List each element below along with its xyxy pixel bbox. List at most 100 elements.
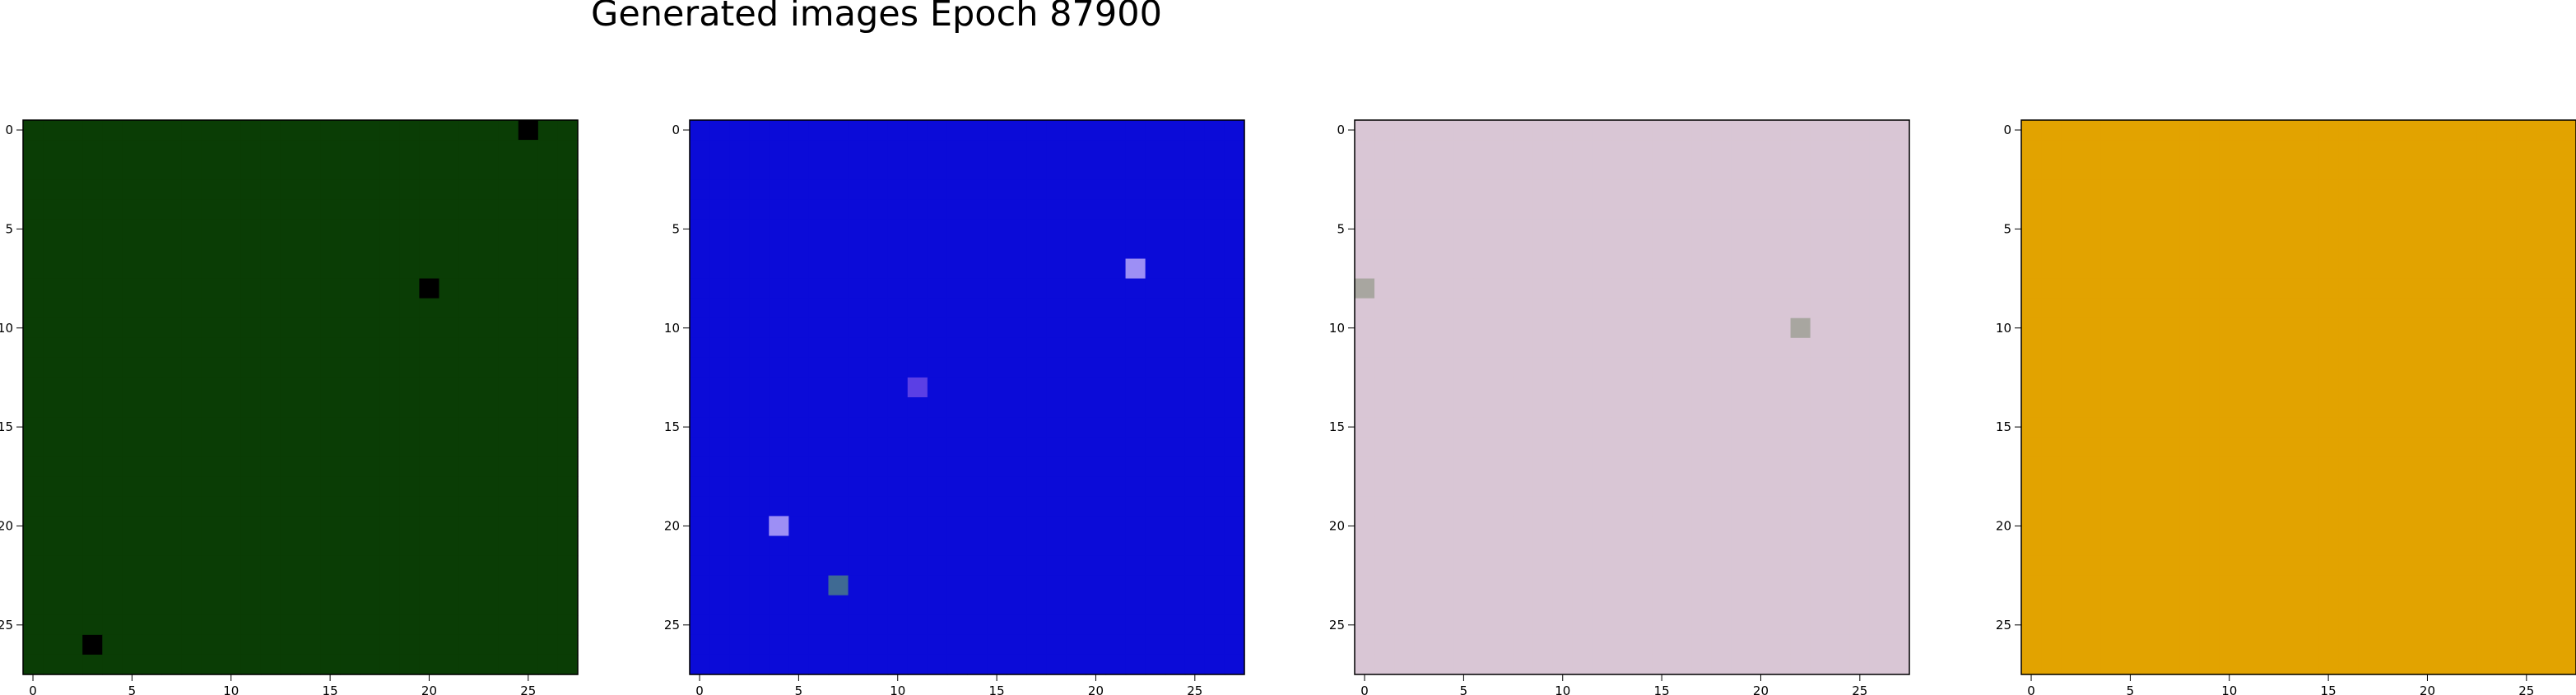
pixel-cell: [1204, 337, 1225, 359]
pixel-cell: [2457, 120, 2478, 141]
pixel-cell: [927, 476, 948, 497]
pixel-cell: [867, 377, 889, 398]
pixel-cell: [1355, 258, 1375, 280]
pixel-cell: [2299, 654, 2319, 675]
pixel-cell: [260, 417, 281, 438]
pixel-cell: [788, 535, 810, 557]
pixel-cell: [2258, 575, 2280, 596]
pixel-cell: [320, 456, 341, 477]
pixel-cell: [1184, 456, 1206, 477]
pixel-cell: [260, 595, 281, 616]
pixel-cell: [240, 317, 262, 339]
pixel-cell: [1026, 357, 1047, 378]
pixel-cell: [379, 456, 400, 477]
pixel-cell: [399, 120, 421, 141]
pixel-cell: [927, 357, 948, 378]
x-tick-label: 5: [1460, 683, 1468, 695]
pixel-cell: [43, 258, 63, 280]
pixel-cell: [1066, 278, 1087, 299]
pixel-cell: [2100, 595, 2121, 616]
pixel-cell: [2555, 595, 2576, 616]
pixel-cell: [1414, 555, 1434, 577]
pixel-cell: [1105, 654, 1127, 675]
pixel-cell: [142, 219, 163, 240]
pixel-cell: [2318, 199, 2339, 220]
pixel-cell: [537, 219, 559, 240]
pixel-cell: [161, 614, 183, 636]
pixel-cell: [2120, 298, 2141, 319]
pixel-cell: [360, 575, 380, 596]
pixel-cell: [340, 575, 360, 596]
pixel-cell: [2397, 377, 2419, 398]
pixel-cell: [2258, 140, 2280, 160]
pixel-cell: [201, 199, 222, 220]
pixel-cell: [458, 377, 480, 398]
pixel-cell: [2476, 417, 2498, 438]
pixel-cell: [887, 140, 909, 160]
pixel-cell: [2476, 278, 2498, 299]
y-tick-label: 25: [1329, 618, 1345, 632]
pixel-cell: [788, 199, 810, 220]
pixel-cell: [82, 239, 103, 260]
pixel-cell: [63, 555, 83, 577]
pixel-cell: [360, 535, 380, 557]
pixel-cell: [2299, 516, 2319, 537]
pixel-cell: [927, 140, 948, 160]
pixel-cell: [2100, 120, 2121, 141]
pixel-cell: [201, 179, 222, 200]
pixel-cell: [2120, 317, 2141, 339]
pixel-cell: [1224, 179, 1245, 200]
pixel-cell: [1224, 317, 1245, 339]
pixel-cell: [1592, 298, 1613, 319]
pixel-cell: [769, 258, 789, 280]
x-tick-label: 20: [2420, 683, 2435, 695]
pixel-cell: [2299, 595, 2319, 616]
pixel-cell: [749, 258, 770, 280]
pixel-cell: [201, 160, 222, 180]
pixel-cell: [1414, 397, 1434, 418]
pixel-cell: [1355, 219, 1375, 240]
pixel-cell: [2199, 337, 2220, 359]
pixel-cell: [828, 298, 849, 319]
pixel-cell: [2278, 456, 2299, 477]
x-tick-label: 0: [1360, 683, 1369, 695]
pixel-cell: [1453, 239, 1475, 260]
pixel-cell: [1830, 634, 1851, 656]
pixel-cell: [201, 654, 222, 675]
pixel-cell: [23, 476, 44, 497]
pixel-cell: [1652, 614, 1672, 636]
pixel-cell: [82, 258, 103, 280]
pixel-cell: [2219, 595, 2240, 616]
pixel-cell: [2417, 278, 2439, 299]
pixel-cell: [1026, 555, 1047, 577]
pixel-cell: [848, 199, 869, 220]
pixel-cell: [2358, 219, 2378, 240]
pixel-cell: [1691, 575, 1712, 596]
pixel-cell: [2061, 199, 2081, 220]
pixel-cell: [788, 278, 810, 299]
pixel-cell: [2041, 120, 2062, 141]
pixel-cell: [2140, 337, 2161, 359]
pixel-cell: [2160, 179, 2181, 200]
pixel-cell: [808, 357, 830, 378]
pixel-cell: [102, 595, 123, 616]
pixel-cell: [1830, 317, 1851, 339]
x-tick-label: 15: [989, 683, 1005, 695]
pixel-cell: [2358, 317, 2378, 339]
pixel-cell: [1493, 160, 1514, 180]
pixel-cell: [260, 179, 281, 200]
pixel-cell: [1125, 140, 1146, 160]
pixel-cell: [690, 496, 710, 517]
pixel-cell: [2021, 357, 2042, 378]
pixel-cell: [1592, 496, 1613, 517]
pixel-cell: [518, 634, 539, 656]
pixel-cell: [82, 575, 103, 596]
pixel-cell: [1355, 417, 1375, 438]
pixel-cell: [439, 614, 460, 636]
pixel-cell: [848, 219, 869, 240]
pixel-cell: [967, 377, 988, 398]
pixel-cell: [320, 535, 341, 557]
pixel-cell: [1731, 179, 1752, 200]
pixel-cell: [2179, 437, 2201, 457]
